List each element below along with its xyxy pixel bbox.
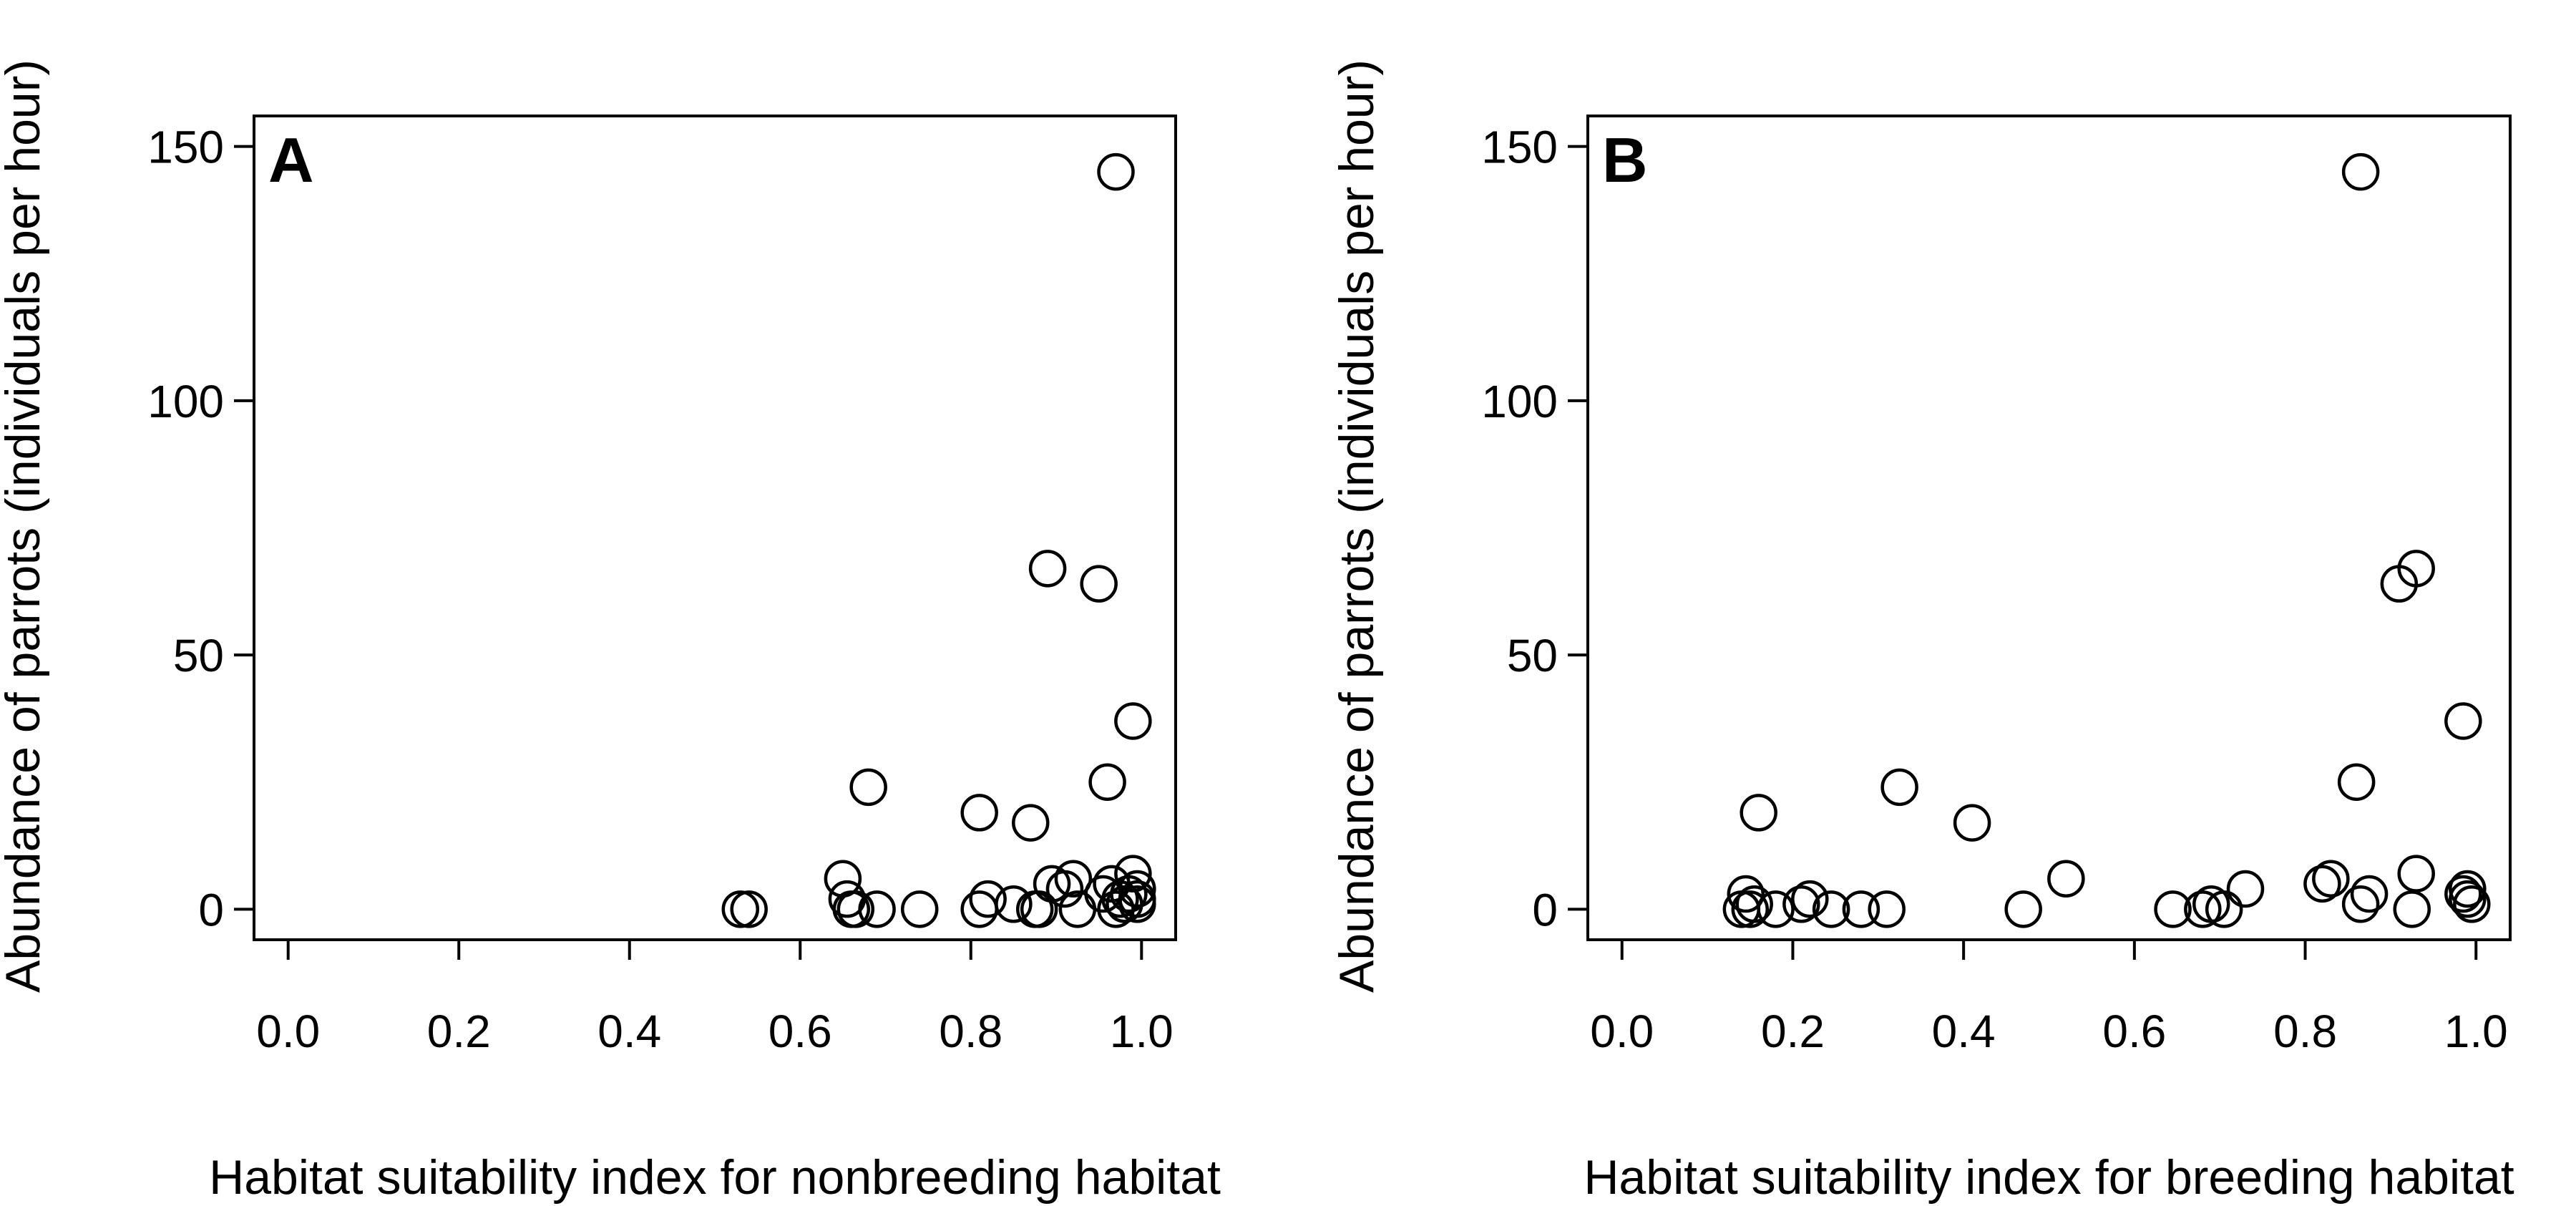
data-point	[960, 890, 998, 928]
data-point	[1868, 890, 1906, 928]
y-tick-label: 50	[173, 630, 224, 681]
data-point	[2449, 880, 2487, 918]
plot-frame	[1586, 115, 2512, 941]
data-point	[1028, 550, 1067, 588]
data-point	[2397, 855, 2435, 893]
data-point	[2226, 870, 2265, 908]
data-point	[2337, 763, 2376, 801]
data-point	[900, 890, 939, 928]
x-tick-label: 0.0	[1590, 1006, 1654, 1057]
data-point	[1110, 875, 1148, 913]
data-point	[1727, 875, 1765, 913]
x-tick-label: 0.4	[597, 1006, 661, 1057]
data-point	[730, 890, 768, 928]
data-point	[1054, 860, 1093, 898]
y-tick-label: 150	[1481, 122, 1558, 173]
x-tick-label: 0.8	[939, 1006, 1002, 1057]
panel-b: 0.0 0.2 0.4 0.6 0.8 1.0 0 50 100 150 Habitat suita…	[1330, 59, 2514, 1205]
data-point	[2444, 875, 2482, 913]
y-tick-label: 0	[198, 884, 224, 935]
x-tick-label: 0.6	[769, 1006, 832, 1057]
x-tick-label: 0.2	[427, 1006, 491, 1057]
data-point	[1097, 152, 1135, 191]
panel-a: 0.0 0.2 0.4 0.6 0.8 1.0 0 50 100 150 Habitat suita…	[0, 59, 1221, 1205]
data-point	[1012, 804, 1050, 842]
data-point	[1058, 890, 1097, 928]
data-point	[2397, 550, 2435, 588]
data-point	[836, 890, 875, 928]
x-axis-label: Habitat suitability index for breeding h…	[1584, 1150, 2514, 1205]
data-point	[1782, 885, 1820, 923]
data-point	[1740, 794, 1777, 832]
x-tick-label: 1.0	[2444, 1006, 2508, 1057]
data-point	[2444, 702, 2482, 740]
data-point	[2004, 890, 2042, 928]
data-point	[849, 768, 887, 807]
data-point	[1114, 702, 1152, 740]
data-point	[1791, 880, 1829, 918]
data-point	[1114, 855, 1152, 893]
data-point	[1731, 890, 1770, 928]
x-tick-label: 1.0	[1110, 1006, 1174, 1057]
y-tick-label: 0	[1532, 884, 1558, 935]
x-tick-label: 0.8	[2273, 1006, 2337, 1057]
data-point	[1080, 565, 1118, 603]
data-point	[2312, 860, 2350, 898]
data-point	[1020, 890, 1058, 928]
x-tick-label: 0.4	[1932, 1006, 1996, 1057]
x-axis-label: Habitat suitability index for nonbreedin…	[209, 1150, 1221, 1205]
y-tick-label: 150	[147, 122, 224, 173]
y-tick-label: 100	[1481, 376, 1558, 427]
data-point	[1842, 890, 1880, 928]
data-point	[1757, 890, 1795, 928]
y-axis-label: Abundance of parrots (individuals per ho…	[1330, 59, 1384, 993]
data-point	[2350, 875, 2389, 913]
data-point	[1880, 768, 1918, 807]
panel-label: B	[1602, 125, 1648, 195]
data-point	[2205, 890, 2243, 928]
data-point	[1118, 870, 1156, 908]
data-point	[2393, 890, 2431, 928]
x-tick-label: 0.2	[1761, 1006, 1825, 1057]
data-point	[1045, 870, 1084, 908]
data-point	[2303, 865, 2341, 903]
y-tick-label: 100	[147, 376, 224, 427]
data-point	[721, 890, 760, 928]
data-point	[1812, 890, 1850, 928]
data-point	[1088, 763, 1126, 801]
data-point	[960, 794, 998, 832]
data-point	[1735, 885, 1773, 923]
x-tick-label: 0.0	[256, 1006, 320, 1057]
data-point	[1118, 880, 1156, 918]
data-point	[995, 885, 1033, 923]
y-axis-label: Abundance of parrots (individuals per ho…	[0, 59, 50, 993]
x-tick-label: 0.6	[2102, 1006, 2166, 1057]
data-point	[2184, 890, 2222, 928]
panel-label: A	[268, 125, 314, 195]
plot-frame	[253, 115, 1177, 941]
y-tick-label: 50	[1507, 630, 1558, 681]
data-point	[2341, 152, 2380, 191]
data-point	[2453, 885, 2491, 923]
data-point	[2341, 885, 2380, 923]
data-point	[2047, 860, 2085, 898]
data-point	[2154, 890, 2192, 928]
data-point	[969, 880, 1007, 918]
data-point	[858, 890, 896, 928]
data-point	[2449, 870, 2487, 908]
data-point	[1953, 804, 1991, 842]
